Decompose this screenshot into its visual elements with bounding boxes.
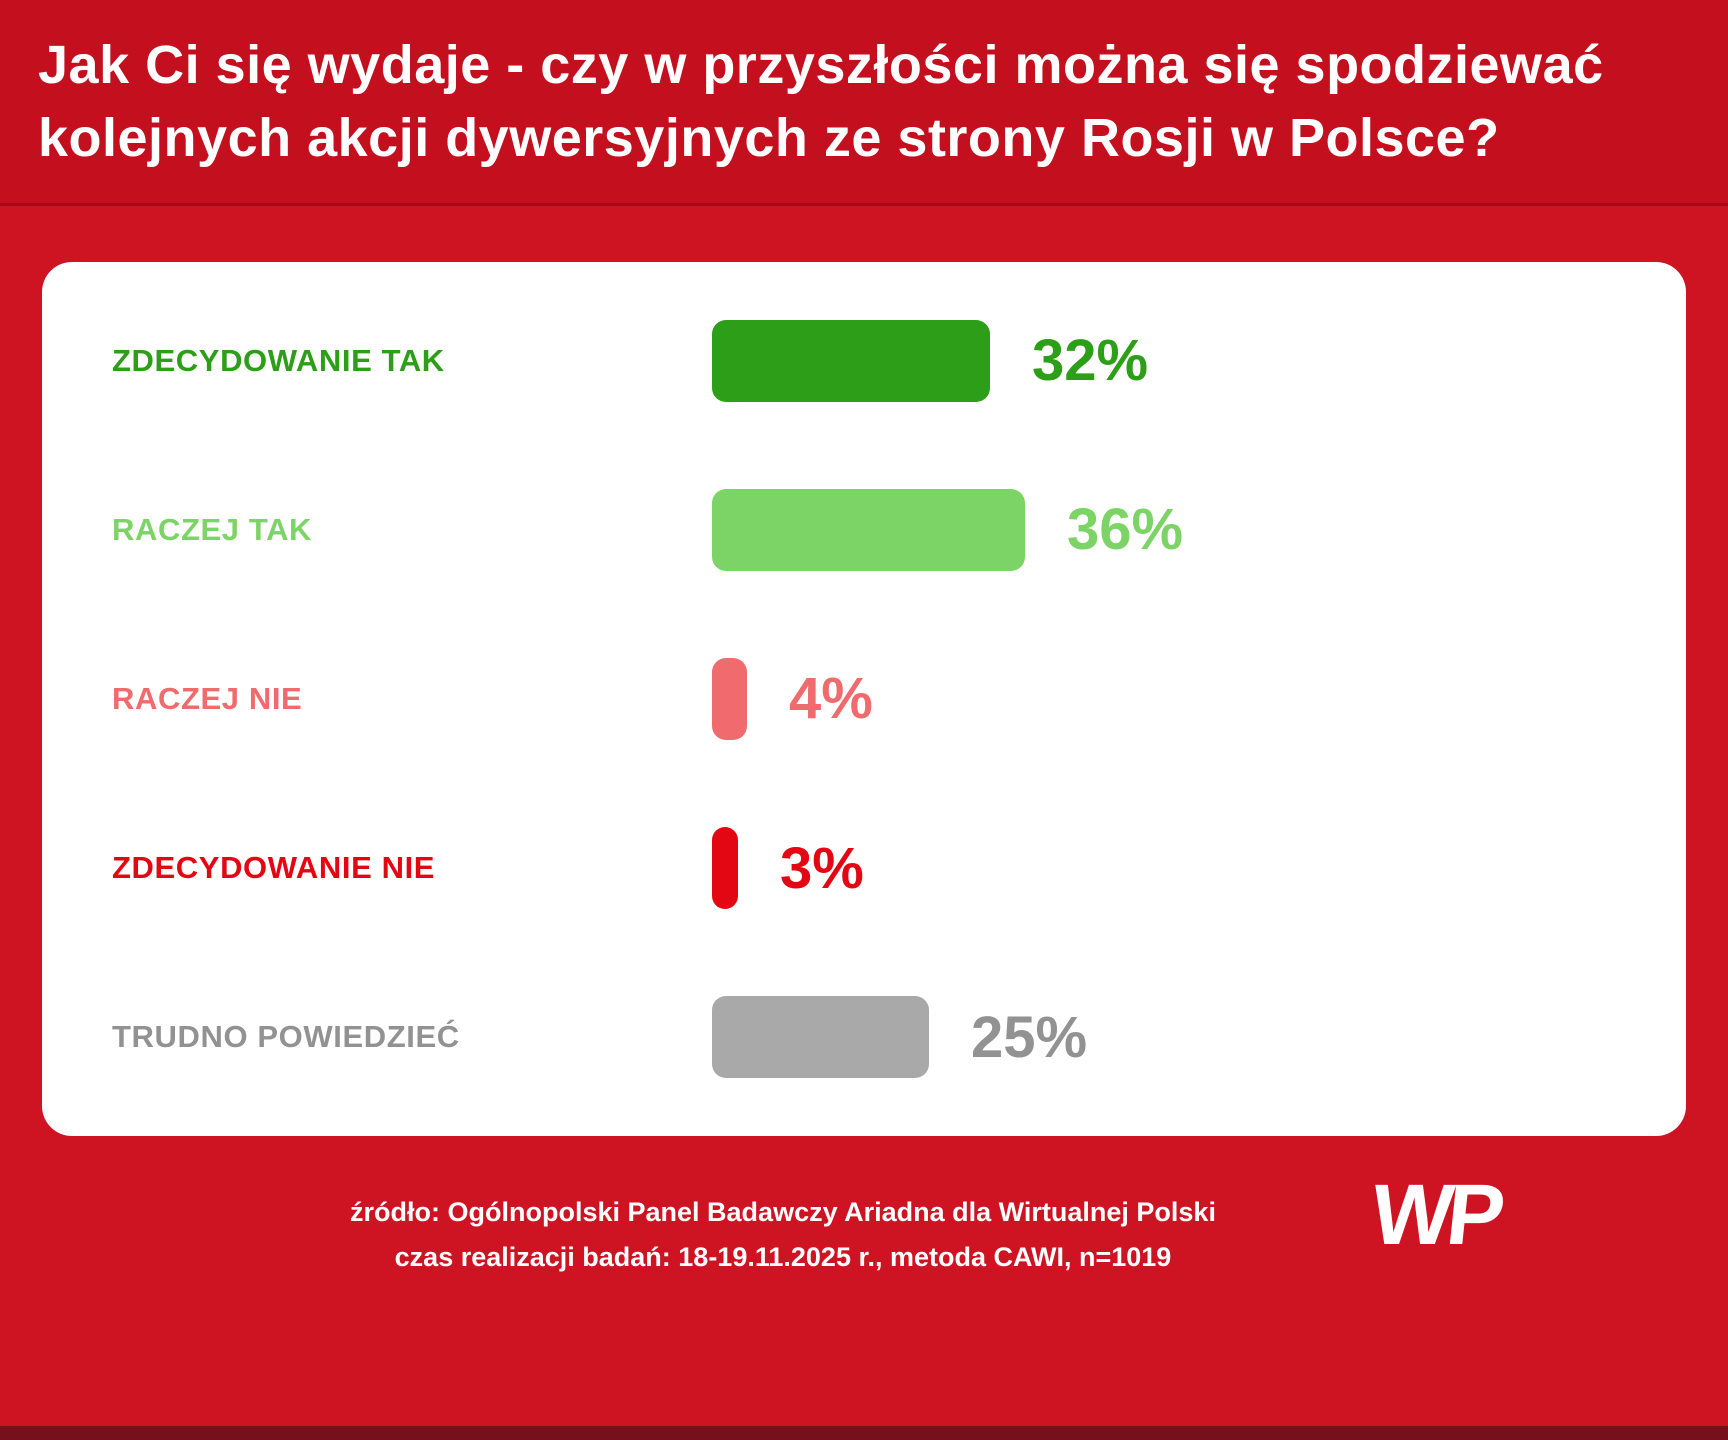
bottom-accent-strip bbox=[0, 1426, 1728, 1440]
chart-row: RACZEJ NIE 4% bbox=[42, 657, 1686, 740]
chart-row: RACZEJ TAK 36% bbox=[42, 488, 1686, 571]
bar-label: RACZEJ NIE bbox=[112, 680, 303, 716]
bar-value: 25% bbox=[971, 1004, 1088, 1070]
bar bbox=[712, 657, 747, 740]
source-line-2: czas realizacji badań: 18-19.11.2025 r.,… bbox=[394, 1241, 1172, 1272]
chart-card: ZDECYDOWANIE TAK 32% RACZEJ TAK 36% RACZ… bbox=[42, 262, 1686, 1136]
bar-value: 3% bbox=[780, 835, 864, 901]
wp-logo: WP bbox=[1366, 1167, 1504, 1263]
bar bbox=[712, 319, 990, 402]
chart-row: ZDECYDOWANIE NIE 3% bbox=[42, 827, 1686, 910]
bar-label: TRUDNO POWIEDZIEĆ bbox=[112, 1019, 460, 1055]
bar bbox=[712, 488, 1025, 571]
source-line-1: źródło: Ogólnopolski Panel Badawczy Aria… bbox=[350, 1197, 1216, 1227]
bar bbox=[712, 827, 738, 910]
chart-row: ZDECYDOWANIE TAK 32% bbox=[42, 319, 1686, 402]
bar-label: RACZEJ TAK bbox=[112, 511, 313, 547]
bar-value: 36% bbox=[1067, 497, 1184, 563]
bar-label: ZDECYDOWANIE NIE bbox=[112, 850, 436, 886]
chart-row: TRUDNO POWIEDZIEĆ 25% bbox=[42, 996, 1686, 1079]
bar-label: ZDECYDOWANIE TAK bbox=[112, 342, 445, 378]
question-header: Jak Ci się wydaje - czy w przyszłości mo… bbox=[0, 0, 1728, 206]
question-title-line-1: Jak Ci się wydaje - czy w przyszłości mo… bbox=[38, 34, 1604, 95]
source-note: źródło: Ogólnopolski Panel Badawczy Aria… bbox=[0, 1190, 1566, 1279]
question-title-line-2: kolejnych akcji dywersyjnych ze strony R… bbox=[38, 107, 1500, 168]
bar bbox=[712, 996, 929, 1079]
bar-value: 32% bbox=[1032, 328, 1149, 394]
bar-value: 4% bbox=[789, 666, 873, 732]
